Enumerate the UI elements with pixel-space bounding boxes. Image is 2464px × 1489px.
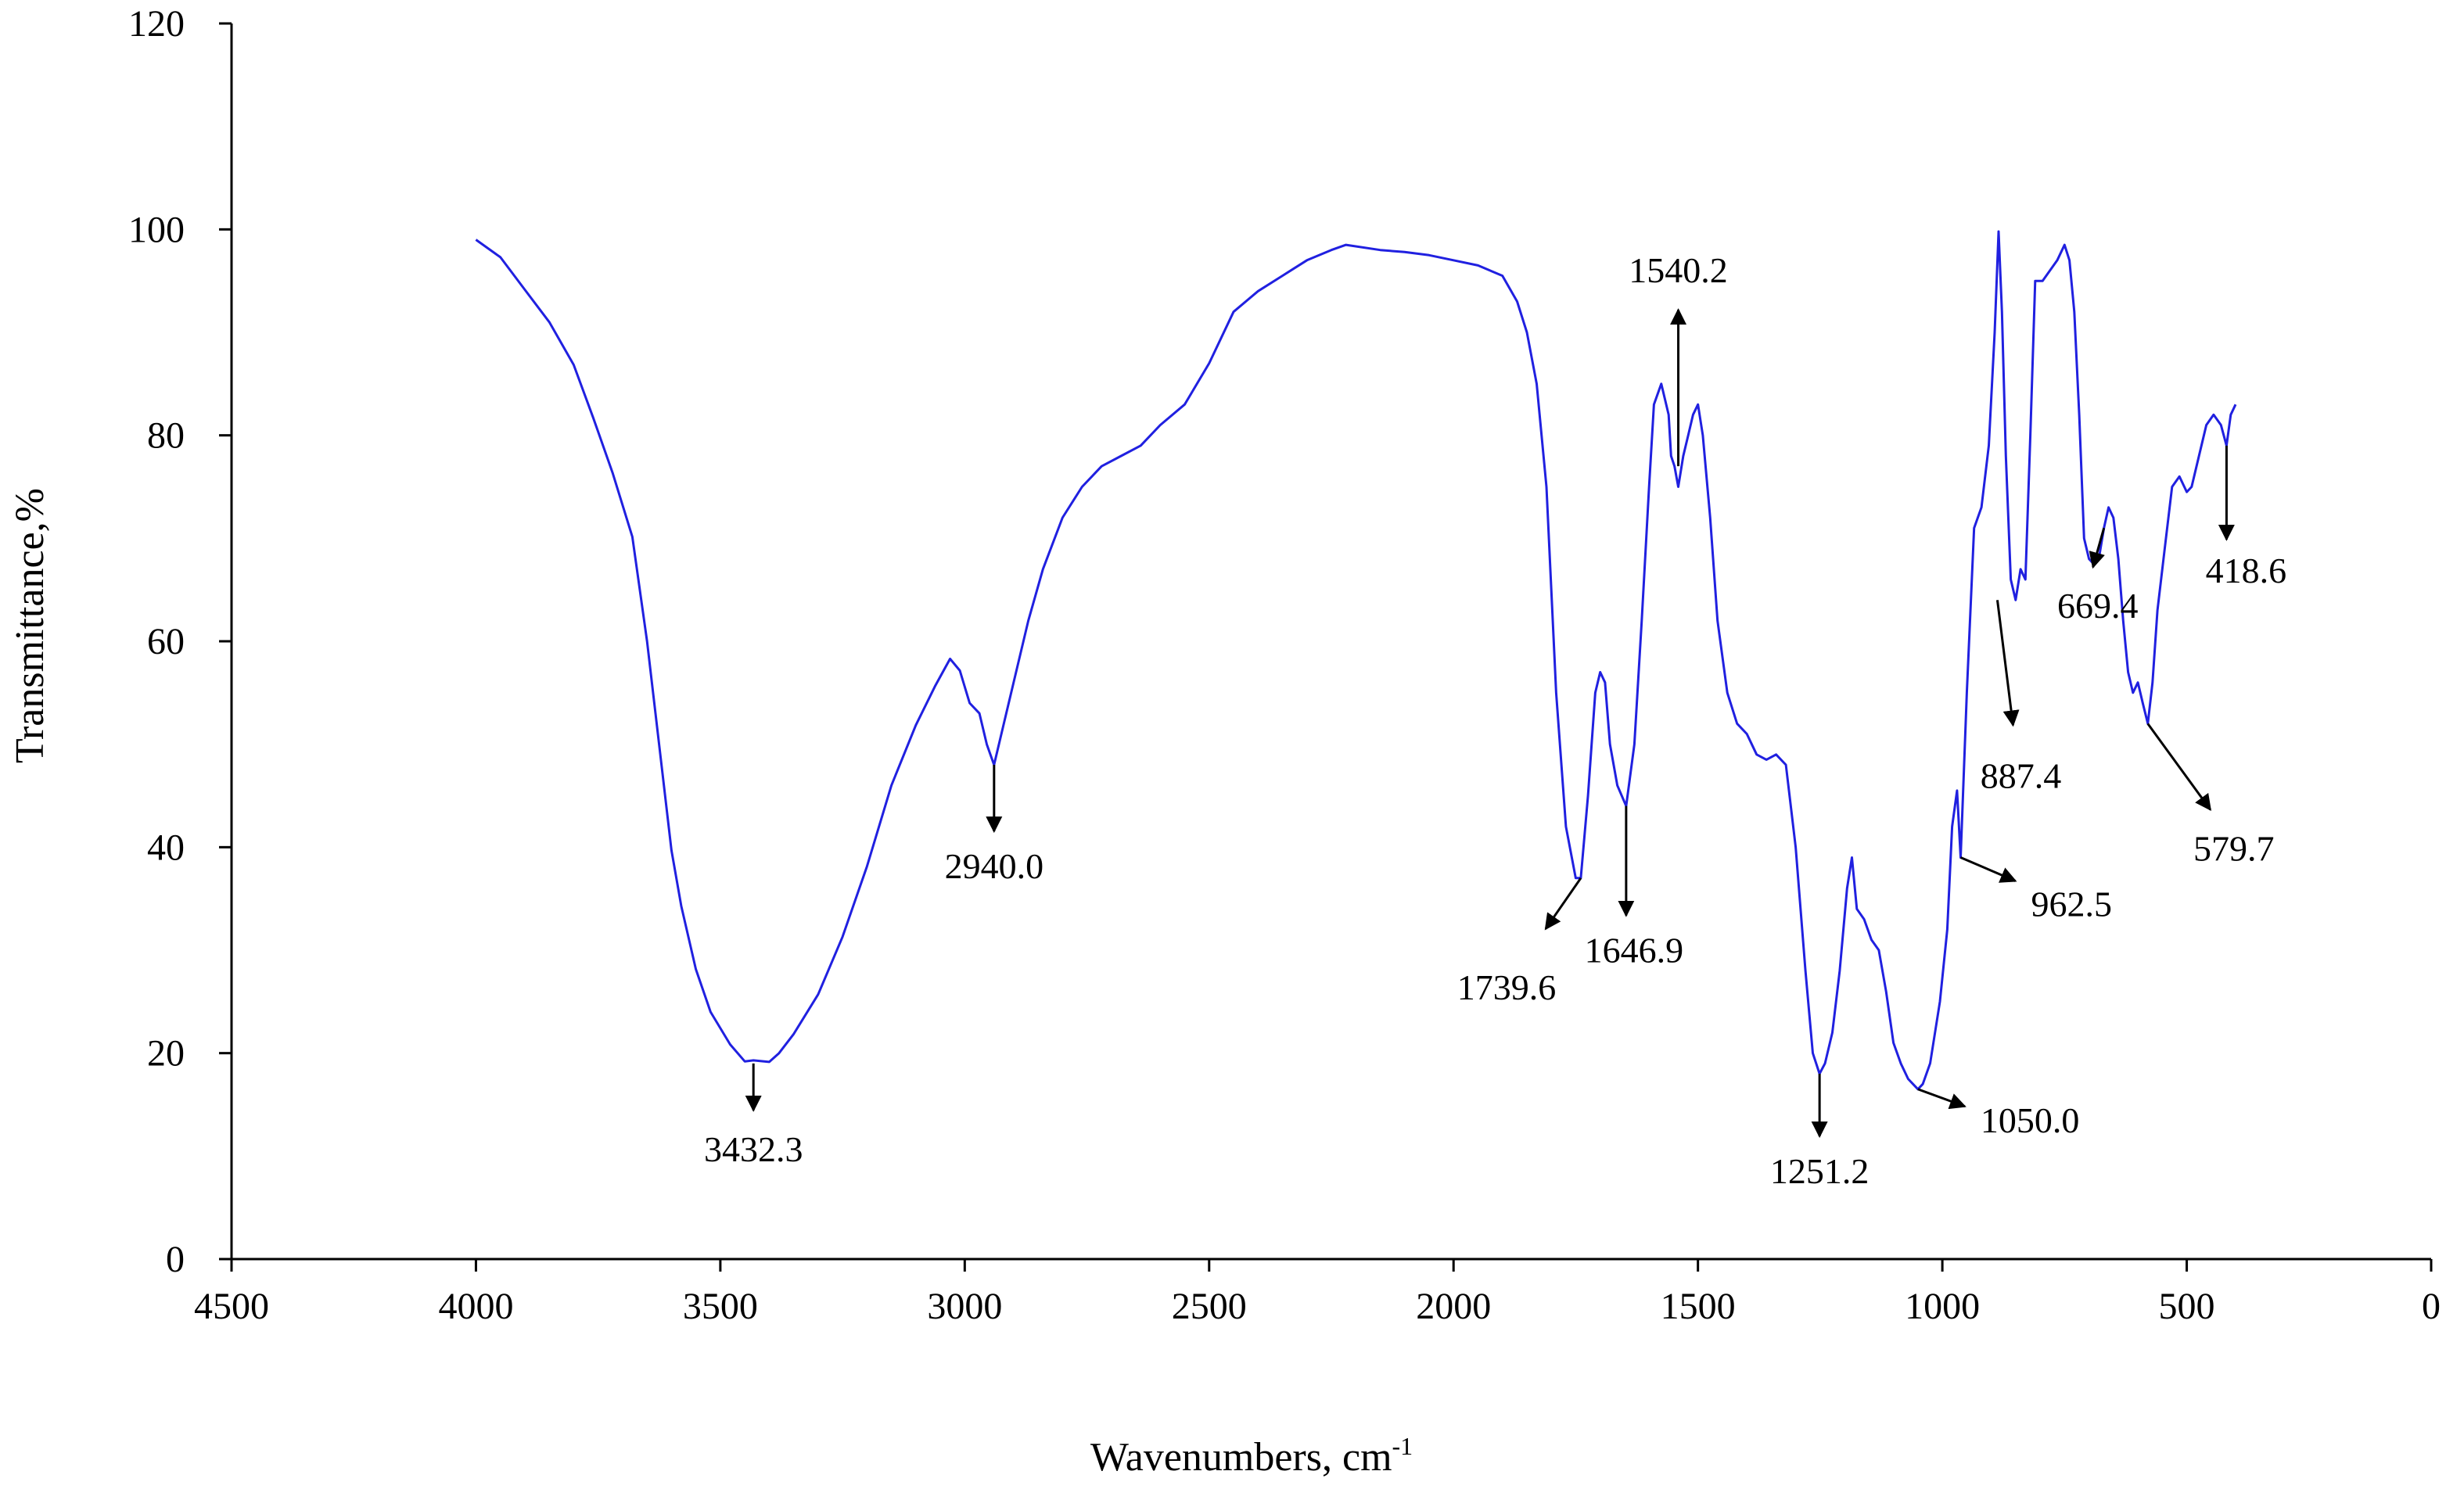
peak-label: 962.5: [2031, 884, 2113, 924]
peak-arrow: [2089, 527, 2106, 569]
y-axis-title: Transmittance,%: [8, 488, 52, 763]
y-tick-label: 0: [166, 1239, 185, 1280]
spectrum-line-0: [475, 230, 2237, 1091]
peak-label: 3432.3: [704, 1129, 803, 1169]
peak-label: 579.7: [2193, 828, 2275, 868]
peak-arrow: [1995, 600, 2020, 727]
peak-label: 887.4: [1981, 755, 2062, 795]
peak-arrow: [2146, 723, 2211, 812]
series-layer: [475, 230, 2237, 1091]
x-tick-label: 0: [2422, 1286, 2441, 1327]
y-tick-label: 120: [128, 3, 185, 45]
peak-label: 1251.2: [1770, 1151, 1870, 1191]
y-tick-label: 20: [147, 1033, 185, 1075]
x-tick-label: 1500: [1661, 1286, 1736, 1327]
x-tick-label: 4500: [194, 1286, 269, 1327]
x-axis-ticks: 4500 4000 3500 3000 2500 2000 1500 1000 500 0: [194, 1259, 2441, 1327]
y-tick-label: 60: [147, 621, 185, 662]
peak-label: 1540.2: [1629, 250, 1728, 290]
peak-annotations: 3432.3 2940.0 1739.6 1646.9 1540.2 1251.2 1050…: [704, 250, 2286, 1191]
x-tick-label: 3000: [927, 1286, 1002, 1327]
y-axis-ticks: 0 20 40 60 80 100 120: [128, 3, 232, 1280]
x-tick-label: 500: [2159, 1286, 2215, 1327]
x-tick-label: 1000: [1905, 1286, 1980, 1327]
peak-label: 1646.9: [1585, 931, 1684, 971]
peak-label: 2940.0: [945, 846, 1044, 886]
plot-area: 4500 4000 3500 3000 2500 2000 1500 1000 500 0 0 20…: [128, 3, 2441, 1327]
x-axis-title: Wavenumbers, cm-1: [1090, 1432, 1413, 1480]
peak-label: 669.4: [2057, 586, 2139, 626]
x-tick-label: 2500: [1172, 1286, 1247, 1327]
y-tick-label: 80: [147, 415, 185, 457]
x-tick-label: 3500: [683, 1286, 758, 1327]
peak-label: 1050.0: [1981, 1100, 2080, 1140]
y-tick-label: 40: [147, 827, 185, 868]
y-tick-label: 100: [128, 209, 185, 250]
x-axis-title-superscript: -1: [1392, 1432, 1413, 1460]
x-tick-label: 4000: [438, 1286, 513, 1327]
peak-arrow: [1544, 877, 1582, 931]
peak-label: 418.6: [2206, 551, 2287, 590]
x-tick-label: 2000: [1416, 1286, 1491, 1327]
peak-arrow: [1959, 856, 2017, 883]
peak-label: 1739.6: [1457, 967, 1557, 1007]
peak-arrow: [1917, 1088, 1967, 1110]
